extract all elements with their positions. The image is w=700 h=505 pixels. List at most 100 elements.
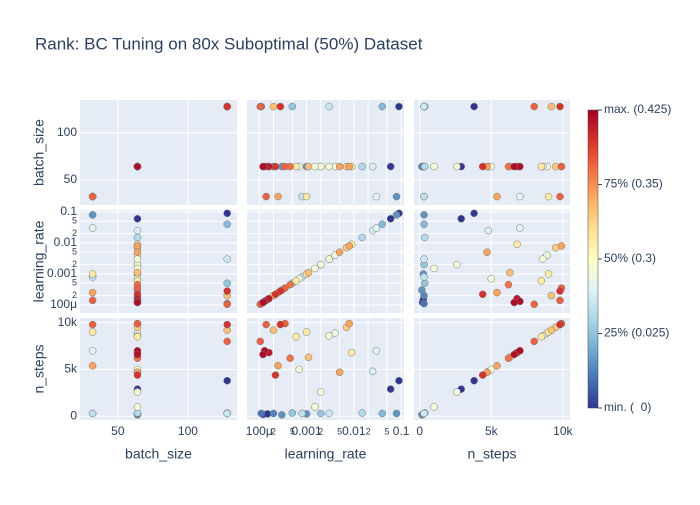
trial-point <box>392 409 401 418</box>
trial-point <box>223 220 231 228</box>
trial-point <box>269 102 278 111</box>
trial-point <box>420 192 428 201</box>
trial-point <box>256 337 265 346</box>
trial-point <box>420 162 429 171</box>
trial-point <box>372 192 381 201</box>
trial-point <box>530 102 538 111</box>
trial-point <box>88 211 97 219</box>
trial-point <box>88 296 97 305</box>
trial-point <box>88 347 97 355</box>
trial-point <box>372 224 381 232</box>
chart-title: Rank: BC Tuning on 80x Suboptimal (50%) … <box>35 34 423 53</box>
trial-point <box>288 409 297 417</box>
trial-point <box>386 385 395 393</box>
trial-point <box>358 233 366 242</box>
trial-point <box>259 298 267 307</box>
trial-point <box>430 264 438 273</box>
trial-point <box>281 162 289 171</box>
panel <box>414 210 570 313</box>
trial-point <box>257 409 265 418</box>
trial-point <box>358 162 366 171</box>
trial-point <box>133 248 142 256</box>
trial-point <box>133 226 142 235</box>
trial-point <box>478 371 487 379</box>
trial-point <box>420 299 428 308</box>
trial-point <box>304 353 313 362</box>
trial-point <box>133 350 142 359</box>
colorbar-label: min. ( 0) <box>604 400 651 414</box>
trial-point <box>88 328 97 336</box>
trial-point <box>557 162 566 171</box>
trial-point <box>378 409 387 418</box>
trial-point <box>537 277 546 285</box>
trial-point <box>470 102 478 111</box>
trial-point <box>335 248 344 256</box>
trial-point <box>556 192 564 201</box>
trial-point <box>392 211 401 219</box>
trial-point <box>292 332 300 341</box>
y-tick-label: 100 <box>57 125 77 139</box>
trial-point <box>223 409 231 418</box>
trial-point <box>302 192 311 201</box>
trial-point <box>271 162 280 171</box>
trial-point <box>345 242 354 250</box>
trial-point <box>372 347 381 355</box>
trial-point <box>547 326 556 334</box>
trial-point <box>430 162 438 171</box>
trial-point <box>478 290 487 299</box>
y-tick-label: 2 <box>72 259 77 269</box>
trial-point <box>259 350 267 359</box>
colorbar-label: 75% (0.35) <box>604 177 663 191</box>
y-tick-label: 2 <box>72 228 77 238</box>
colorbar-label: max. (0.425) <box>604 102 671 116</box>
trial-point <box>556 102 564 111</box>
x-tick-label: 5 <box>290 426 295 436</box>
trial-point <box>556 320 564 329</box>
trial-point <box>133 255 142 263</box>
x-axis-title: batch_size <box>125 446 192 462</box>
trial-point <box>516 347 524 355</box>
trial-point <box>470 209 478 218</box>
y-tick-label: 50 <box>64 172 78 186</box>
trial-point <box>378 220 387 228</box>
trial-point <box>537 332 546 341</box>
trial-point <box>544 270 553 278</box>
trial-point <box>133 162 142 171</box>
trial-point <box>325 409 333 418</box>
trial-point <box>537 162 546 171</box>
trial-point <box>133 388 142 396</box>
x-tick-label: 50 <box>111 424 125 438</box>
trial-point <box>378 102 387 111</box>
y-axis-title: n_steps <box>31 344 47 393</box>
trial-point <box>317 388 325 396</box>
trial-point <box>292 277 300 285</box>
x-tick-label: 100μ <box>246 424 273 438</box>
colorbar-label: 25% (0.025) <box>604 326 669 340</box>
x-axis-title: n_steps <box>467 446 516 462</box>
trial-point <box>88 409 97 418</box>
trial-point <box>530 300 538 309</box>
trial-point <box>506 268 514 277</box>
trial-point <box>274 361 282 370</box>
trial-point <box>530 337 538 346</box>
x-tick-label: 5k <box>485 424 499 438</box>
trial-point <box>133 371 142 379</box>
trial-point <box>325 162 333 171</box>
trial-point <box>556 296 564 305</box>
trial-point <box>430 403 438 411</box>
trial-point <box>88 320 97 329</box>
trial-point <box>420 279 429 288</box>
trial-point <box>262 192 270 201</box>
trial-point <box>539 255 547 263</box>
x-tick-label: 2 <box>366 426 371 436</box>
y-tick-label: 100μ <box>50 297 77 311</box>
trial-point <box>510 350 518 359</box>
trial-point <box>88 361 97 370</box>
colorbar-label: 50% (0.3) <box>604 251 656 265</box>
x-tick-label: 5 <box>337 426 342 436</box>
trial-point <box>386 162 395 171</box>
trial-point <box>256 102 265 111</box>
trial-point <box>504 280 513 289</box>
x-tick-label: 0.1 <box>393 424 410 438</box>
